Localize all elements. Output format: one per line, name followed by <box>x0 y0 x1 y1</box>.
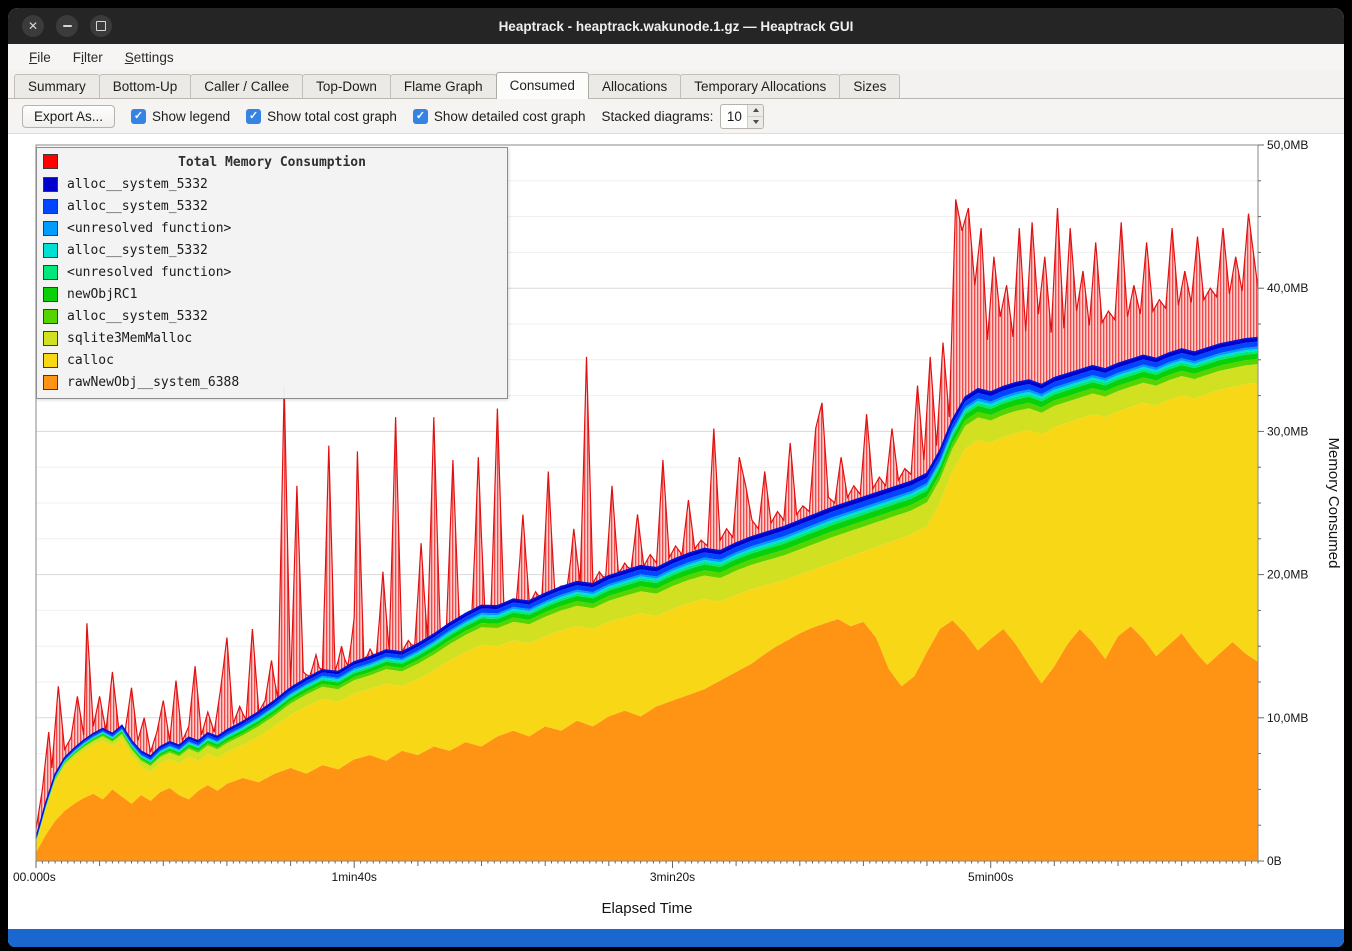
x-axis-title: Elapsed Time <box>602 900 693 917</box>
legend-swatch <box>43 353 58 368</box>
tab-bottom-up[interactable]: Bottom-Up <box>99 74 192 98</box>
checkbox-show-legend[interactable]: ✓ Show legend <box>131 109 230 124</box>
checkbox-label: Show legend <box>152 109 230 124</box>
spin-down-button[interactable] <box>748 116 763 128</box>
legend-swatch <box>43 375 58 390</box>
checkbox-icon: ✓ <box>413 109 428 124</box>
window-title: Heaptrack - heaptrack.wakunode.1.gz — He… <box>8 19 1344 34</box>
legend-item: rawNewObj__system_6388 <box>37 371 507 393</box>
legend-item: alloc__system_5332 <box>37 305 507 327</box>
spin-up-button[interactable] <box>748 105 763 116</box>
tab-sizes[interactable]: Sizes <box>839 74 900 98</box>
x-tick-label: 5min00s <box>968 870 1013 884</box>
export-as-button[interactable]: Export As... <box>22 105 115 128</box>
toolbar: Export As... ✓ Show legend ✓ Show total cos… <box>8 99 1344 134</box>
maximize-icon <box>96 21 106 31</box>
consumed-chart-panel: 00.000s 1min40s 3min20s 5min00s 0B 10,0MB 20,0… <box>8 134 1344 929</box>
checkbox-label: Show total cost graph <box>267 109 397 124</box>
y-axis-title: Memory Consumed <box>1325 438 1342 569</box>
legend-label: alloc__system_5332 <box>67 309 208 324</box>
maximize-button[interactable] <box>90 15 112 37</box>
arrow-up-icon <box>753 108 759 112</box>
legend-swatch <box>43 265 58 280</box>
menu-filter[interactable]: Filter <box>64 47 112 68</box>
tab-temporary-allocations[interactable]: Temporary Allocations <box>680 74 840 98</box>
legend-label: alloc__system_5332 <box>67 177 208 192</box>
spinbox-buttons <box>747 105 763 128</box>
tab-top-down[interactable]: Top-Down <box>302 74 391 98</box>
x-tick-label: 1min40s <box>332 870 377 884</box>
chart-legend: Total Memory Consumption alloc__system_53… <box>36 147 508 399</box>
minimize-button[interactable] <box>56 15 78 37</box>
legend-title: Total Memory Consumption <box>178 155 366 170</box>
legend-item: <unresolved function> <box>37 217 507 239</box>
tab-flame-graph[interactable]: Flame Graph <box>390 74 497 98</box>
legend-label: sqlite3MemMalloc <box>67 331 192 346</box>
legend-item: alloc__system_5332 <box>37 173 507 195</box>
tab-summary[interactable]: Summary <box>14 74 100 98</box>
window-controls: ✕ <box>22 15 112 37</box>
heaptrack-window: ✕ Heaptrack - heaptrack.wakunode.1.gz — … <box>8 8 1344 947</box>
legend-swatch <box>43 221 58 236</box>
x-tick-label: 00.000s <box>13 870 56 884</box>
legend-swatch <box>43 287 58 302</box>
menu-file[interactable]: File <box>20 47 60 68</box>
y-tick-label: 0B <box>1267 854 1282 868</box>
legend-swatch <box>43 331 58 346</box>
checkbox-show-detailed-cost-graph[interactable]: ✓ Show detailed cost graph <box>413 109 586 124</box>
legend-label: <unresolved function> <box>67 221 231 236</box>
legend-label: <unresolved function> <box>67 265 231 280</box>
legend-label: rawNewObj__system_6388 <box>67 375 239 390</box>
tab-caller-callee[interactable]: Caller / Callee <box>190 74 303 98</box>
x-tick-label: 3min20s <box>650 870 695 884</box>
menu-settings[interactable]: Settings <box>116 47 183 68</box>
legend-label: alloc__system_5332 <box>67 199 208 214</box>
stacked-diagrams-label: Stacked diagrams: <box>602 109 714 124</box>
close-button[interactable]: ✕ <box>22 15 44 37</box>
legend-item: calloc <box>37 349 507 371</box>
legend-item: <unresolved function> <box>37 261 507 283</box>
y-tick-label: 10,0MB <box>1267 711 1308 725</box>
spinbox-value: 10 <box>721 105 747 128</box>
checkbox-label: Show detailed cost graph <box>434 109 586 124</box>
minimize-icon <box>63 25 72 27</box>
stacked-diagrams-control: Stacked diagrams: 10 <box>602 104 765 129</box>
checkbox-show-total-cost-graph[interactable]: ✓ Show total cost graph <box>246 109 397 124</box>
y-tick-label: 30,0MB <box>1267 424 1308 438</box>
y-tick-label: 50,0MB <box>1267 138 1308 152</box>
legend-swatch <box>43 309 58 324</box>
checkbox-icon: ✓ <box>246 109 261 124</box>
legend-label: calloc <box>67 353 114 368</box>
screen: ✕ Heaptrack - heaptrack.wakunode.1.gz — … <box>0 0 1352 951</box>
y-tick-label: 40,0MB <box>1267 281 1308 295</box>
checkbox-group: ✓ Show legend ✓ Show total cost graph ✓ Show … <box>131 109 586 124</box>
checkbox-icon: ✓ <box>131 109 146 124</box>
legend-item: sqlite3MemMalloc <box>37 327 507 349</box>
legend-label: newObjRC1 <box>67 287 137 302</box>
legend-item: newObjRC1 <box>37 283 507 305</box>
legend-swatch <box>43 243 58 258</box>
legend-label: alloc__system_5332 <box>67 243 208 258</box>
stacked-diagrams-spinbox[interactable]: 10 <box>720 104 764 129</box>
menu-bar: FileFilterSettings <box>8 44 1344 70</box>
legend-swatch <box>43 154 58 169</box>
arrow-down-icon <box>753 120 759 124</box>
legend-item: alloc__system_5332 <box>37 239 507 261</box>
legend-title-row: Total Memory Consumption <box>37 151 507 173</box>
legend-swatch <box>43 177 58 192</box>
legend-swatch <box>43 199 58 214</box>
tab-allocations[interactable]: Allocations <box>588 74 681 98</box>
tab-consumed[interactable]: Consumed <box>496 72 589 99</box>
legend-item: alloc__system_5332 <box>37 195 507 217</box>
titlebar: ✕ Heaptrack - heaptrack.wakunode.1.gz — … <box>8 8 1344 44</box>
tab-bar: SummaryBottom-UpCaller / CalleeTop-DownF… <box>8 70 1344 99</box>
y-tick-label: 20,0MB <box>1267 568 1308 582</box>
